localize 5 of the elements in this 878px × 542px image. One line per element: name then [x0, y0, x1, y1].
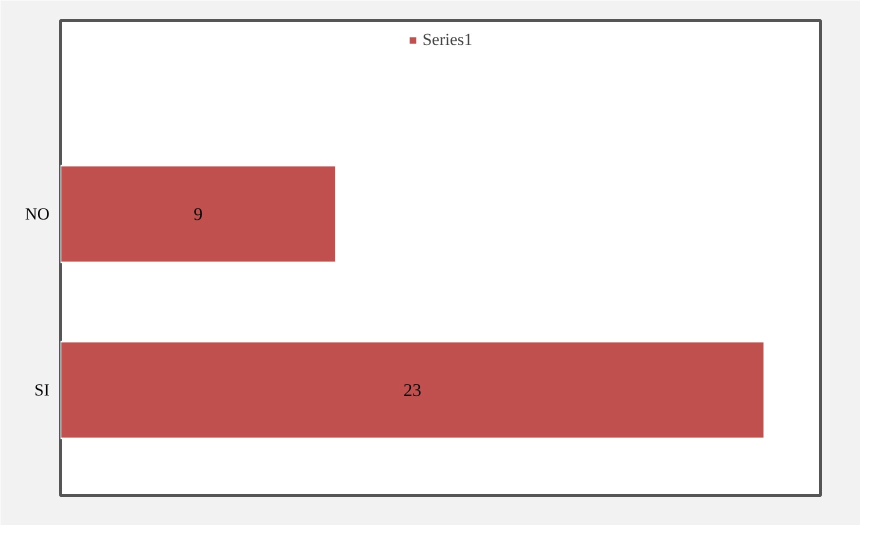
- data-label: 23: [403, 380, 422, 400]
- y-tick-label: NO: [24, 204, 50, 224]
- legend-label: Series1: [422, 30, 473, 50]
- data-label: 9: [194, 204, 203, 224]
- y-tick-label: SI: [34, 380, 50, 400]
